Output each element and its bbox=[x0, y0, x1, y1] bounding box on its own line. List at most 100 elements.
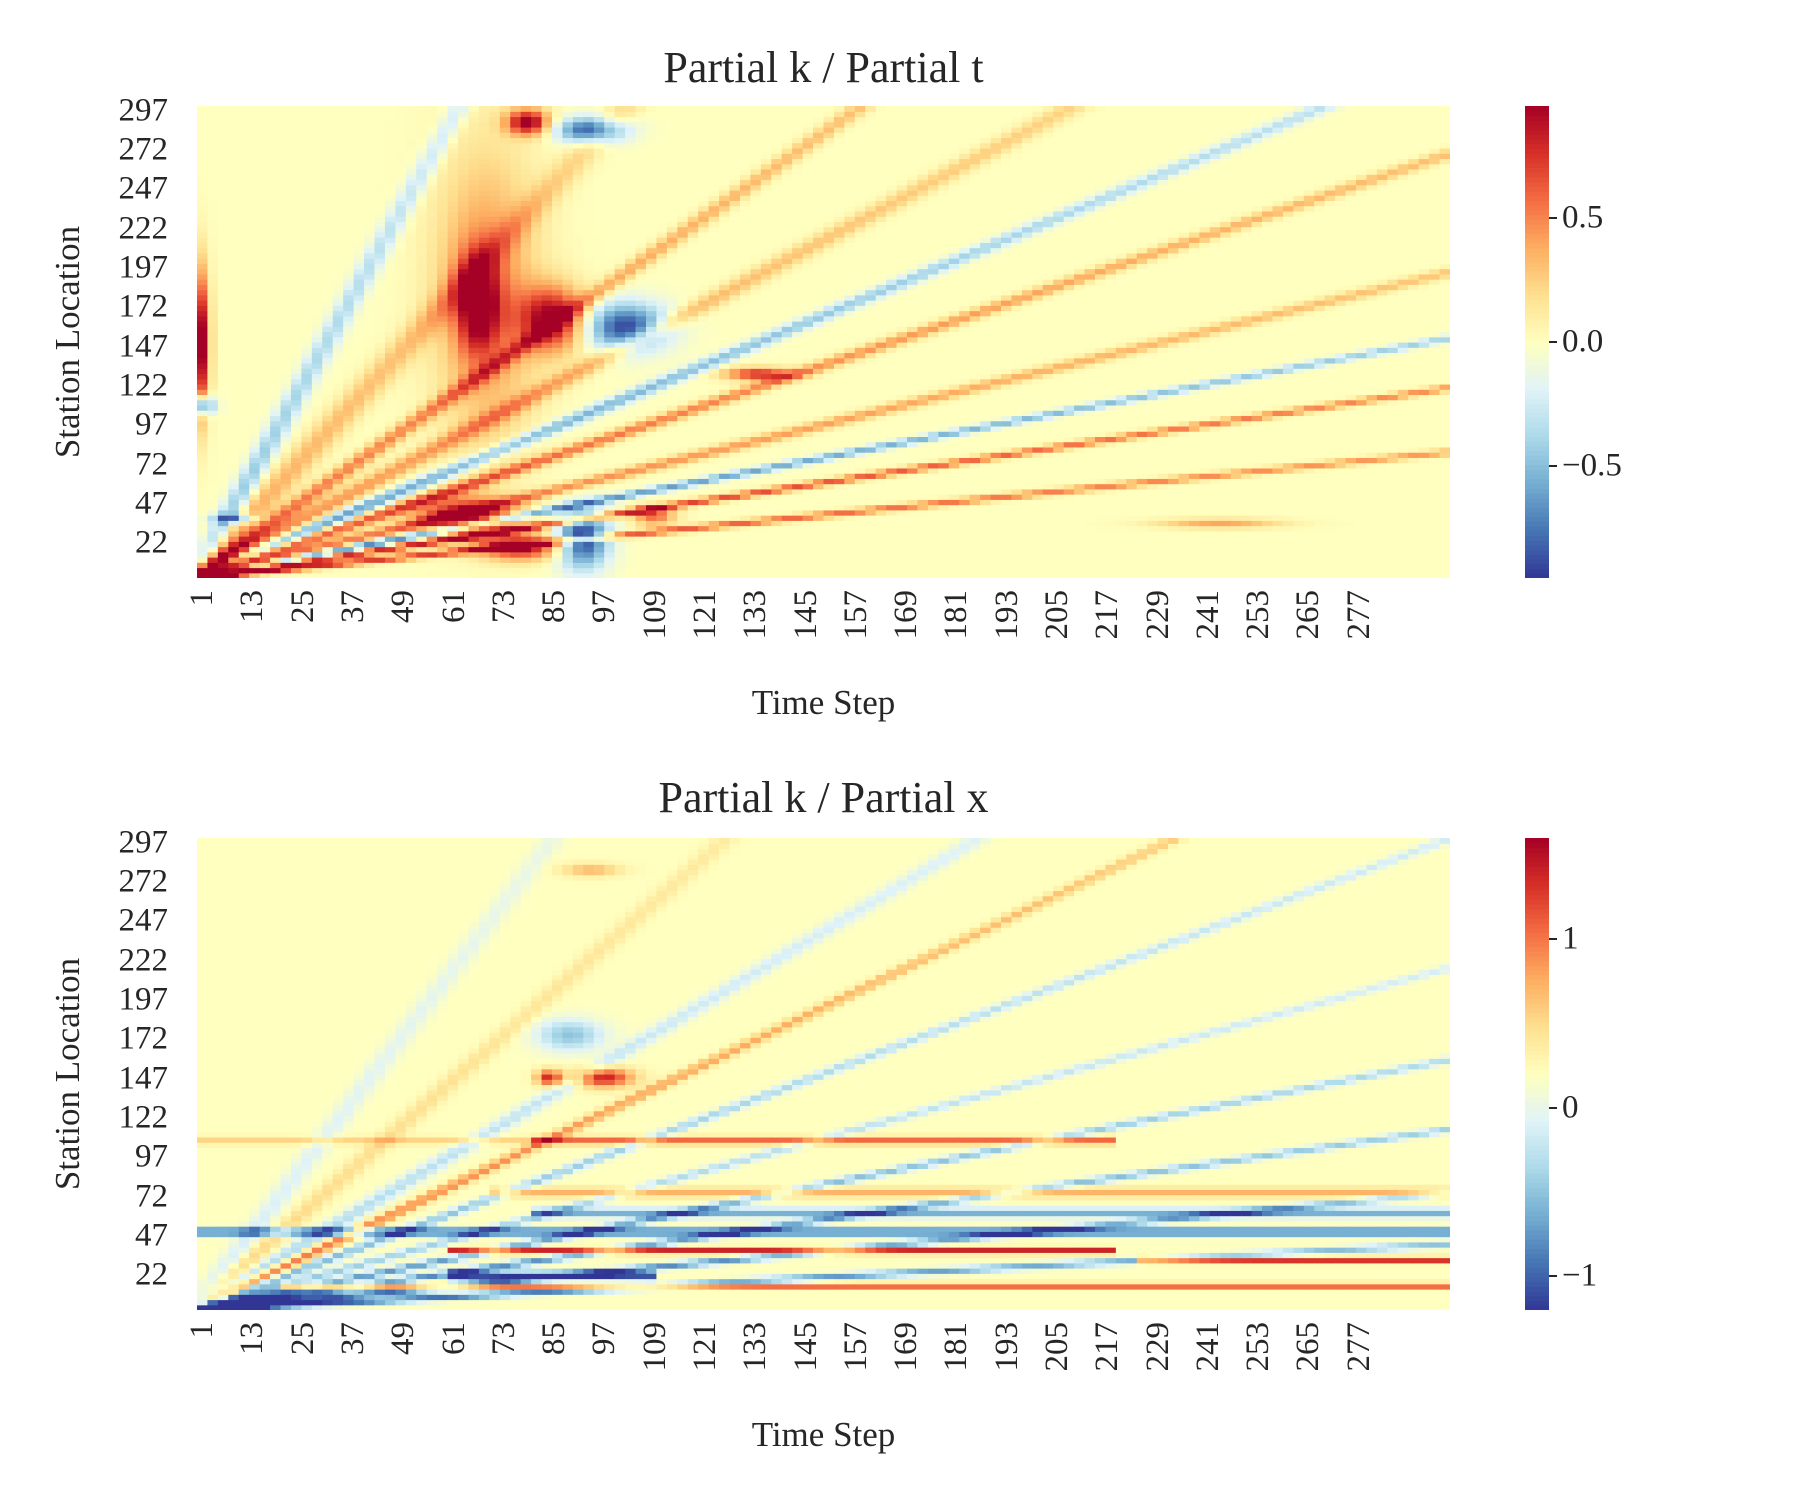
heatmap-cell bbox=[207, 499, 219, 506]
heatmap-cell bbox=[635, 504, 647, 511]
heatmap-cell bbox=[437, 352, 449, 359]
heatmap-cell bbox=[311, 310, 323, 317]
heatmap-cell bbox=[249, 342, 261, 348]
heatmap-cell bbox=[562, 499, 574, 506]
heatmap-cell bbox=[374, 494, 386, 500]
heatmap-cell bbox=[708, 415, 720, 422]
heatmap-cell bbox=[217, 158, 229, 165]
heatmap-cell bbox=[593, 258, 605, 264]
heatmap-cell bbox=[635, 420, 647, 427]
heatmap-cell bbox=[238, 111, 250, 118]
heatmap-cell bbox=[719, 467, 731, 474]
heatmap-cell bbox=[478, 221, 490, 228]
heatmap-cell bbox=[249, 541, 261, 548]
heatmap-cell bbox=[197, 457, 209, 464]
heatmap-cell bbox=[384, 572, 396, 578]
heatmap-cell bbox=[687, 336, 699, 343]
heatmap-cell bbox=[458, 478, 470, 485]
heatmap-cell bbox=[562, 111, 574, 118]
heatmap-cell bbox=[614, 483, 626, 490]
heatmap-cell bbox=[458, 310, 470, 317]
heatmap-cell bbox=[353, 111, 365, 118]
heatmap-cell bbox=[384, 488, 396, 495]
heatmap-cell bbox=[478, 279, 490, 285]
heatmap-cell bbox=[645, 373, 658, 380]
heatmap-cell bbox=[259, 378, 271, 385]
heatmap-cell bbox=[572, 415, 584, 422]
heatmap-cell bbox=[207, 310, 219, 317]
heatmap-cell bbox=[238, 399, 250, 406]
heatmap-cell bbox=[739, 488, 752, 495]
heatmap-cell bbox=[468, 174, 480, 181]
heatmap-cell bbox=[301, 195, 313, 201]
heatmap-cell bbox=[708, 530, 720, 537]
heatmap-cell bbox=[478, 137, 490, 144]
heatmap-cell bbox=[343, 273, 355, 280]
heatmap-cell bbox=[301, 331, 313, 338]
heatmap-cell bbox=[583, 541, 595, 548]
heatmap-cell bbox=[447, 284, 459, 291]
heatmap-cell bbox=[228, 457, 240, 464]
heatmap-cell bbox=[301, 300, 313, 306]
heatmap-cell bbox=[583, 383, 595, 390]
heatmap-cell bbox=[677, 347, 689, 354]
heatmap-cell bbox=[656, 132, 668, 139]
heatmap-cell bbox=[364, 310, 376, 317]
heatmap-cell bbox=[332, 179, 344, 186]
heatmap-cell bbox=[322, 300, 334, 306]
heatmap-cell bbox=[750, 347, 762, 354]
heatmap-cell bbox=[531, 284, 543, 291]
heatmap-cell bbox=[259, 147, 271, 154]
heatmap-cell bbox=[270, 446, 282, 453]
heatmap-cell bbox=[458, 142, 470, 149]
heatmap-cell bbox=[750, 231, 762, 238]
heatmap-cell bbox=[645, 294, 658, 301]
heatmap-cell bbox=[207, 410, 219, 417]
heatmap-cell bbox=[489, 294, 501, 301]
heatmap-cell bbox=[332, 452, 344, 458]
heatmap-cell bbox=[395, 273, 407, 280]
heatmap-cell bbox=[468, 252, 480, 259]
heatmap-cell bbox=[458, 378, 470, 385]
heatmap-cell bbox=[656, 106, 668, 112]
heatmap-cell bbox=[552, 572, 564, 578]
heatmap-cell bbox=[698, 184, 710, 191]
heatmap-cell bbox=[750, 252, 762, 259]
heatmap-cell bbox=[290, 504, 303, 511]
heatmap-cell bbox=[478, 541, 490, 548]
heatmap-cell bbox=[437, 373, 449, 380]
heatmap-cell bbox=[468, 210, 480, 217]
heatmap-cell bbox=[541, 263, 553, 270]
heatmap-cell bbox=[614, 357, 626, 364]
heatmap-cell bbox=[322, 525, 334, 532]
heatmap-cell bbox=[280, 315, 292, 322]
heatmap-cell bbox=[583, 462, 595, 469]
heatmap-cell bbox=[614, 210, 626, 217]
heatmap-cell bbox=[416, 457, 428, 464]
heatmap-cell bbox=[374, 473, 386, 479]
heatmap-cell bbox=[719, 242, 731, 249]
heatmap-cell bbox=[531, 483, 543, 490]
heatmap-cell bbox=[311, 126, 323, 133]
heatmap-cell bbox=[301, 504, 313, 511]
heatmap-cell bbox=[416, 504, 428, 511]
heatmap-cell bbox=[625, 394, 637, 401]
heatmap-cell bbox=[290, 399, 303, 406]
heatmap-cell bbox=[645, 321, 658, 327]
heatmap-cell bbox=[541, 425, 553, 432]
heatmap-cell bbox=[489, 357, 501, 364]
heatmap-cell bbox=[395, 132, 407, 139]
heatmap-cell bbox=[259, 121, 271, 128]
heatmap-cell bbox=[604, 520, 616, 527]
heatmap-cell bbox=[552, 520, 564, 527]
heatmap-cell bbox=[552, 242, 564, 249]
heatmap-cell bbox=[760, 289, 772, 296]
heatmap-cell bbox=[708, 515, 720, 521]
heatmap-cell bbox=[217, 321, 229, 327]
heatmap-cell bbox=[395, 331, 407, 338]
heatmap-cell bbox=[614, 147, 626, 154]
heatmap-cell bbox=[478, 142, 490, 149]
heatmap-cell bbox=[510, 200, 522, 207]
heatmap-cell bbox=[197, 147, 209, 154]
heatmap-cell bbox=[280, 200, 292, 207]
